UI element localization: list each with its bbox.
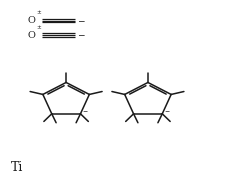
Text: O: O [28, 31, 36, 40]
Text: −: − [77, 16, 85, 25]
Text: ±: ± [36, 10, 41, 15]
Text: −: − [77, 31, 85, 40]
Text: ±: ± [36, 25, 41, 30]
Text: −: − [164, 109, 169, 114]
Text: −: − [82, 109, 87, 114]
Text: O: O [28, 16, 36, 25]
Text: Ti: Ti [11, 161, 23, 174]
